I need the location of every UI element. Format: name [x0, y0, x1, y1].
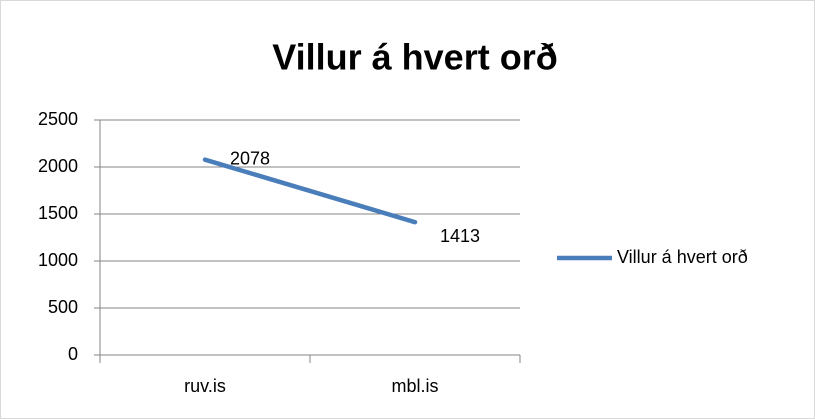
y-tick-label: 0 — [68, 344, 78, 364]
data-label: 1413 — [440, 226, 480, 246]
legend-label: Villur á hvert orð — [617, 247, 748, 267]
y-tick-label: 1000 — [38, 250, 78, 270]
y-tick-label: 500 — [48, 297, 78, 317]
x-tick-label: ruv.is — [184, 376, 226, 396]
line — [202, 157, 418, 225]
y-tick-label: 1500 — [38, 203, 78, 223]
y-tick-label: 2500 — [38, 109, 78, 129]
y-tick-label: 2000 — [38, 156, 78, 176]
data-label: 2078 — [230, 148, 270, 168]
x-tick-label: mbl.is — [391, 376, 438, 396]
chart-title: Villur á hvert orð — [272, 37, 557, 78]
